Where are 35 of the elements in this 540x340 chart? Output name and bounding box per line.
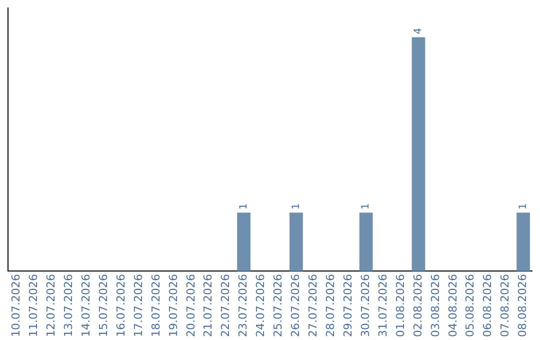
x-tick-label: 22.07.2026	[219, 274, 232, 338]
x-tick-label: 21.07.2026	[202, 274, 215, 338]
x-tick-label: 04.08.2026	[446, 274, 460, 338]
x-tick-label: 23.07.2026	[236, 274, 250, 338]
data-label: 4	[413, 28, 424, 34]
x-tick-label: 18.07.2026	[149, 274, 162, 338]
x-tick-label: 12.07.2026	[44, 274, 58, 338]
x-tick-label: 14.07.2026	[79, 274, 92, 338]
data-label: 1	[518, 203, 529, 210]
x-tick-label: 02.08.2026	[411, 274, 424, 338]
x-tick-label: 31.07.2026	[376, 274, 390, 338]
x-tick-label: 27.07.2026	[306, 274, 320, 338]
x-tick-label: 30.07.2026	[358, 274, 372, 338]
x-tick-label: 19.07.2026	[166, 274, 180, 338]
x-tick-label: 01.08.2026	[394, 274, 407, 338]
x-tick-label: 17.07.2026	[132, 274, 145, 338]
x-tick-label: 11.07.2026	[27, 274, 40, 338]
x-tick-label: 29.07.2026	[341, 274, 354, 338]
x-tick-label: 26.07.2026	[289, 274, 302, 338]
x-tick-label: 24.07.2026	[254, 274, 268, 338]
x-tick-label: 08.08.2026	[516, 274, 530, 338]
x-tick-label: 16.07.2026	[114, 274, 128, 338]
x-tick-label: 05.08.2026	[464, 274, 477, 338]
x-tick-label: 20.07.2026	[184, 274, 198, 338]
x-tick-label: 15.07.2026	[96, 274, 110, 338]
x-tick-label: 13.07.2026	[62, 274, 75, 338]
x-tick-label: 25.07.2026	[272, 274, 285, 338]
x-tick-label: 07.08.2026	[498, 274, 512, 338]
data-label: 1	[360, 203, 372, 210]
x-tick-label: 10.07.2026	[10, 274, 23, 338]
x-tick-label: 06.08.2026	[481, 274, 494, 338]
data-label: 1	[290, 203, 302, 210]
x-tick-label: 28.07.2026	[324, 274, 337, 338]
x-tick-label: 03.08.2026	[428, 274, 442, 338]
data-label: 1	[238, 203, 250, 210]
